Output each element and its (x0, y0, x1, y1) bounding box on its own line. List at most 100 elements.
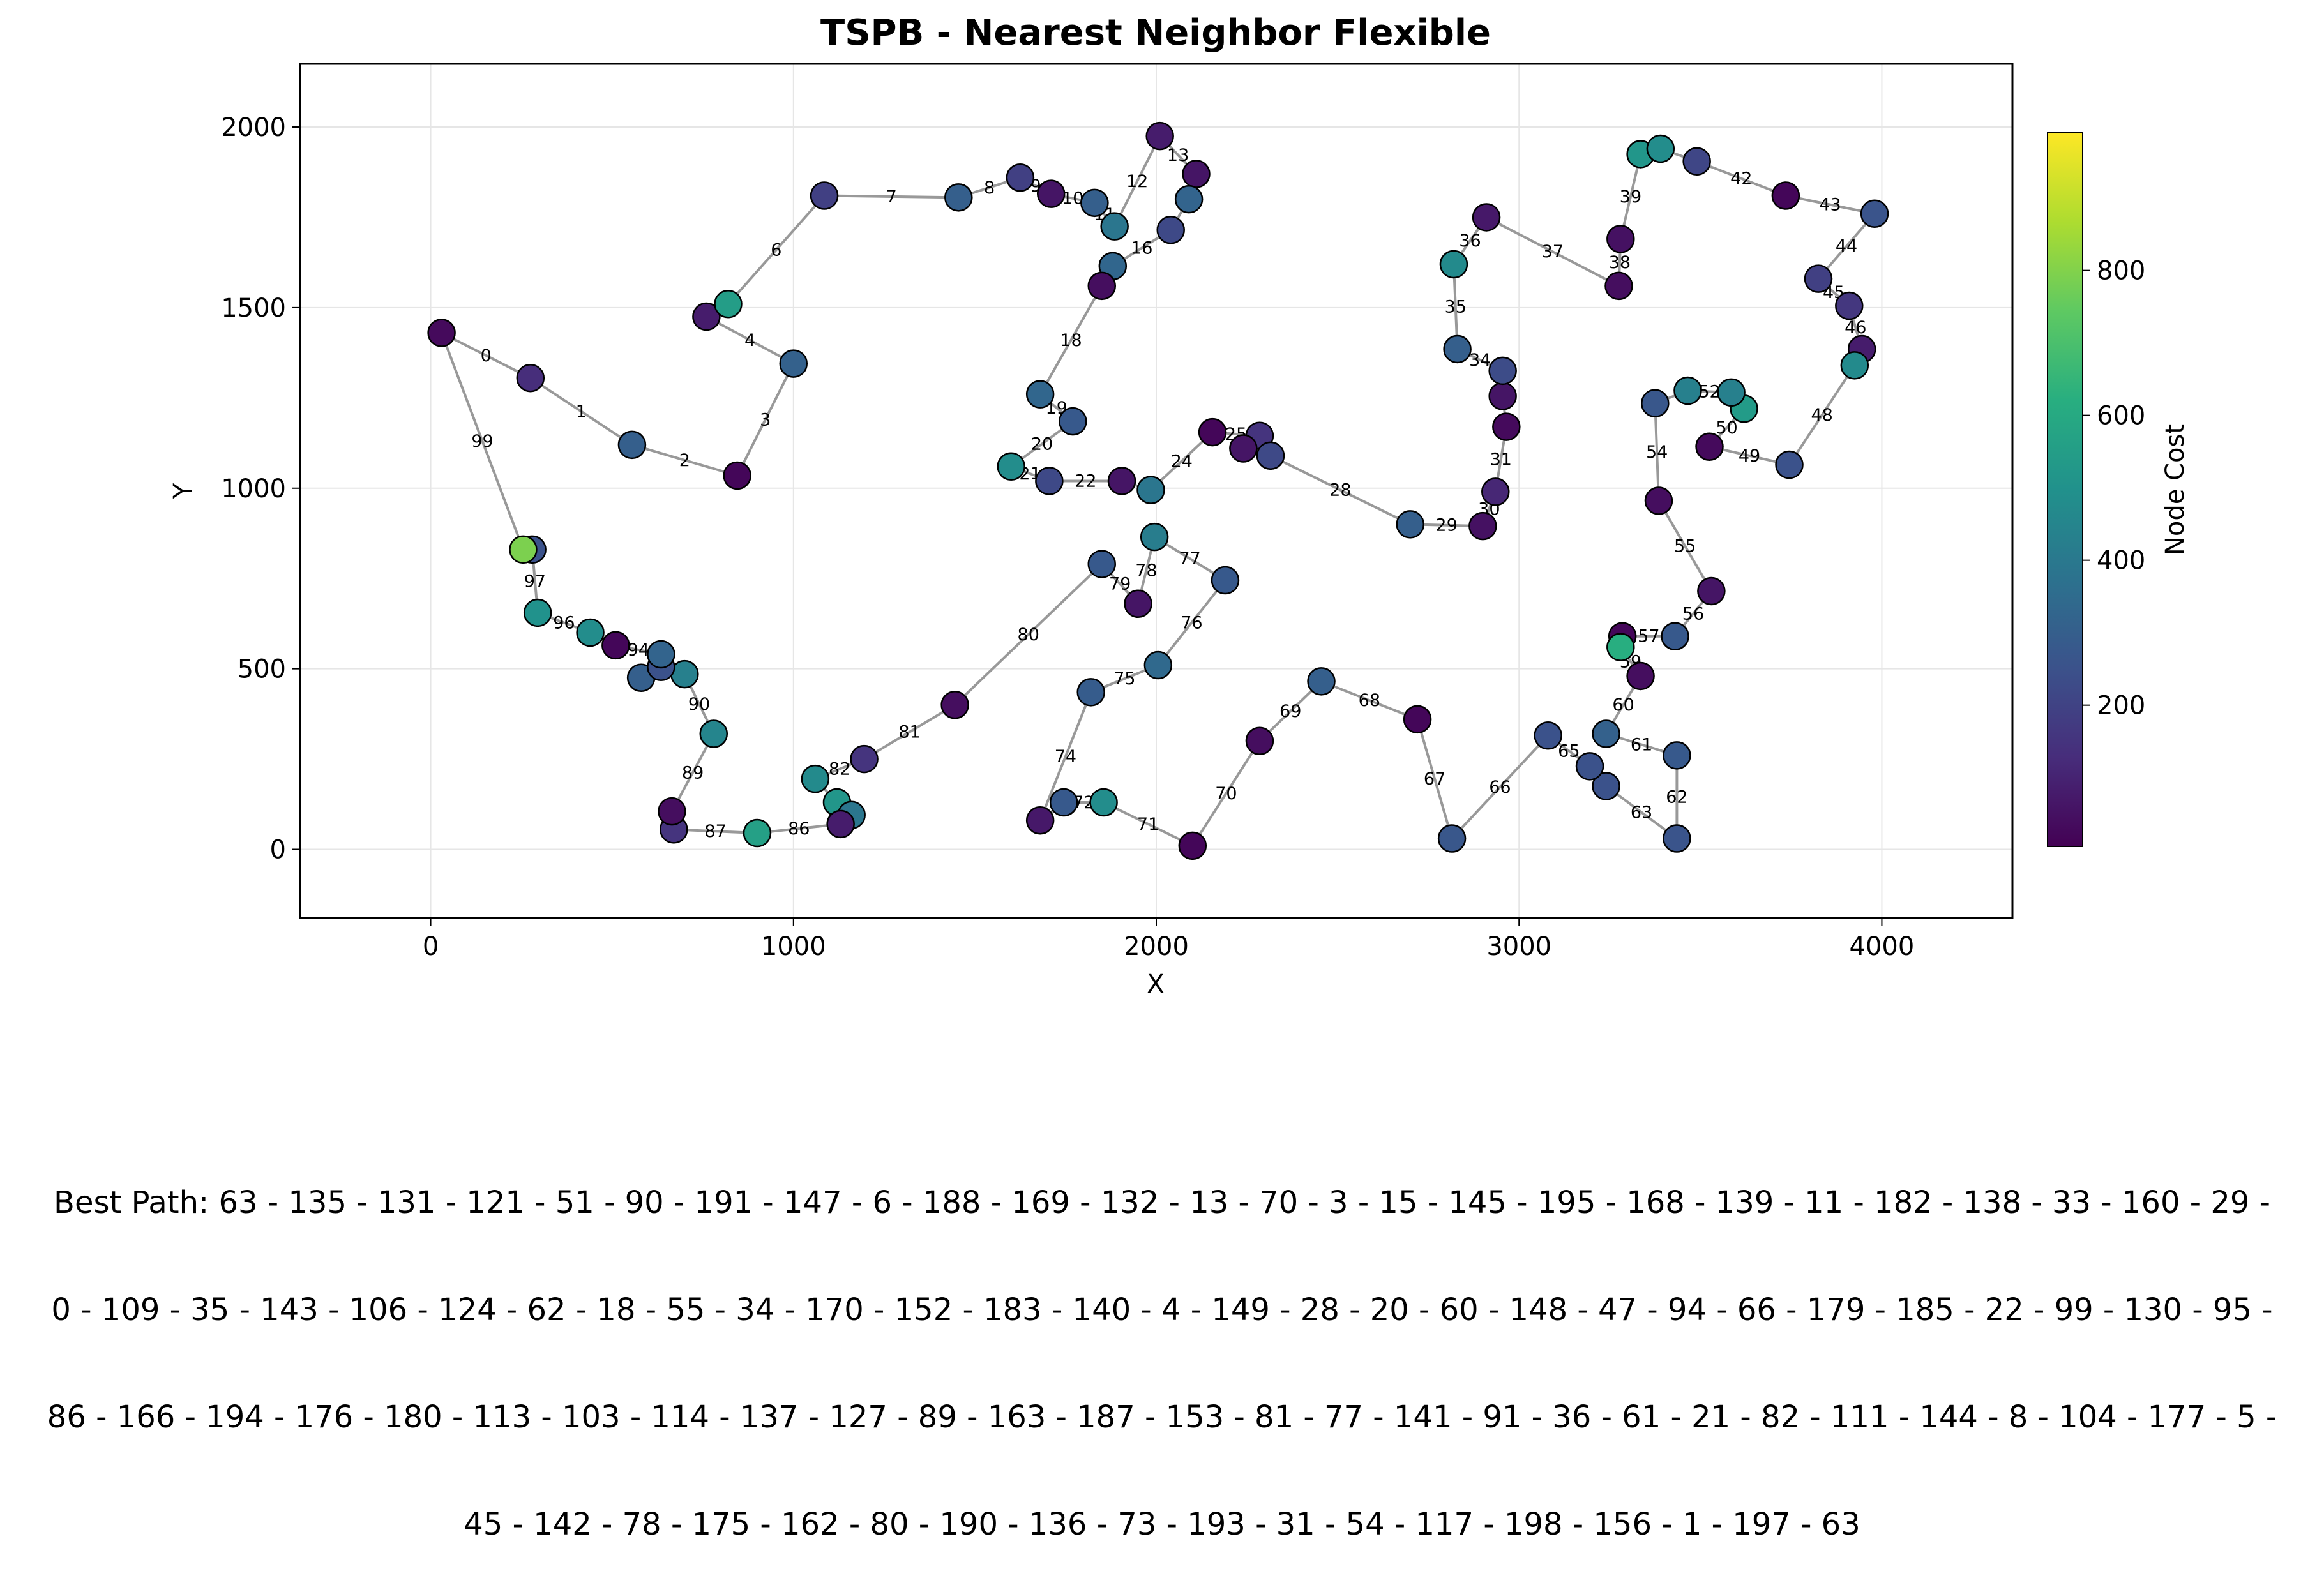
tour-nodes (427, 121, 1889, 860)
edge-label: 35 (1445, 297, 1467, 317)
edge-label: 99 (471, 432, 493, 451)
tour-node (647, 640, 675, 669)
tour-node (1604, 271, 1633, 301)
y-tick-label: 1000 (221, 474, 286, 504)
tour-node (1145, 121, 1174, 151)
tour-node (1087, 271, 1117, 301)
tour-node (509, 535, 538, 564)
tour-node (1140, 522, 1169, 552)
x-tick-label: 4000 (1850, 932, 1915, 961)
colorbar-tick-label: 800 (2097, 257, 2145, 286)
tour-node (1076, 678, 1105, 707)
tour-edge (1785, 194, 1875, 215)
tour-node (1481, 477, 1510, 506)
tour-node (1592, 772, 1620, 800)
edge-label: 97 (524, 571, 546, 591)
tour-node (1673, 376, 1702, 405)
tour-node (714, 289, 743, 319)
edge-label: 4 (744, 331, 755, 350)
tour-node (997, 452, 1025, 481)
edge-label: 38 (1609, 253, 1631, 273)
edge-label: 31 (1490, 449, 1512, 469)
edge-label: 49 (1739, 446, 1760, 466)
edge-label: 37 (1542, 242, 1564, 262)
tour-edge (954, 563, 1103, 706)
tour-node (1626, 661, 1655, 691)
tour-node (1663, 741, 1691, 770)
tour-node (1182, 160, 1211, 188)
edge-label: 8 (984, 178, 995, 198)
edge-label: 20 (1031, 434, 1053, 454)
tour-node (1256, 441, 1285, 470)
tour-node (523, 598, 552, 627)
edge-label: 24 (1171, 451, 1193, 471)
tour-node (1006, 163, 1035, 192)
edge-label: 28 (1329, 481, 1351, 500)
tour-node (1697, 576, 1726, 606)
edge-label: 86 (788, 819, 810, 839)
chart-title: TSPB - Nearest Neighbor Flexible (820, 12, 1491, 54)
best-path-line: 86 - 166 - 194 - 176 - 180 - 113 - 103 -… (47, 1399, 2277, 1435)
edge-label: 34 (1469, 350, 1491, 370)
tour-edge (1817, 213, 1876, 280)
tour-node (1534, 721, 1562, 750)
edge-label: 36 (1459, 231, 1481, 251)
tour-node (1860, 199, 1889, 229)
edge-label: 42 (1730, 169, 1752, 189)
tour-node (1661, 622, 1689, 650)
tour-node (826, 809, 855, 839)
tour-edge (1157, 579, 1226, 666)
edge-label: 81 (898, 723, 920, 742)
tour-node (1682, 147, 1711, 176)
edge-label: 82 (829, 760, 850, 779)
edge-label: 13 (1167, 146, 1189, 165)
tour-edge (736, 363, 795, 476)
tour-node (1396, 510, 1425, 539)
tour-node (1174, 184, 1204, 214)
edge-label: 16 (1131, 239, 1152, 259)
colorbar-tick-label: 400 (2097, 546, 2145, 576)
tour-node (1644, 486, 1673, 515)
best-path-line: 0 - 109 - 35 - 143 - 106 - 124 - 62 - 18… (51, 1292, 2273, 1328)
edge-label: 1 (576, 402, 587, 422)
edge-label: 10 (1062, 189, 1083, 209)
edge-label: 94 (628, 640, 649, 660)
edge-label: 71 (1137, 815, 1159, 834)
edge-label: 63 (1631, 803, 1652, 823)
tour-node (1835, 291, 1864, 320)
tour-node (1245, 726, 1274, 756)
tour-node (576, 618, 605, 647)
tour-node (516, 363, 545, 393)
edge-label: 46 (1845, 318, 1866, 338)
tour-edge (727, 195, 826, 305)
tour-node (1178, 831, 1207, 860)
tour-edge (1191, 740, 1261, 846)
tour-node (1606, 633, 1635, 661)
tour-edge (1258, 680, 1322, 742)
tour-node (1136, 476, 1165, 504)
tour-node (801, 764, 830, 793)
tour-node (1089, 788, 1118, 817)
tour-edge (1270, 455, 1411, 526)
edge-label: 18 (1060, 331, 1082, 350)
edge-label: 80 (1018, 625, 1039, 645)
tour-node (1575, 752, 1604, 781)
edge-label: 48 (1811, 405, 1833, 425)
tour-node (1840, 351, 1869, 380)
tour-node (810, 181, 839, 210)
tour-node (1592, 719, 1620, 748)
tour-node (1472, 203, 1501, 232)
tour-node (743, 818, 772, 848)
edge-label: 39 (1620, 187, 1641, 207)
tour-edge (824, 194, 959, 199)
edge-label: 62 (1666, 787, 1687, 807)
edge-label: 96 (553, 613, 575, 633)
edge-label: 90 (688, 695, 710, 714)
colorbar-tick-label: 600 (2097, 402, 2145, 431)
tour-edge (440, 332, 525, 550)
best-path-caption: Best Path: 63 - 135 - 131 - 121 - 51 - 9… (0, 1113, 2324, 1578)
y-tick-label: 2000 (221, 113, 286, 142)
edge-label: 61 (1631, 735, 1652, 755)
tour-node (1080, 188, 1109, 218)
